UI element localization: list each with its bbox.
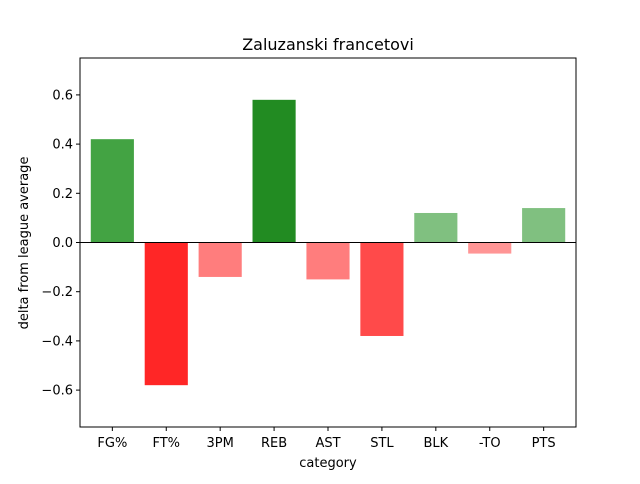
y-tick-label: −0.2 (41, 285, 73, 300)
x-tick-label: BLK (423, 436, 448, 451)
x-tick-label: FG% (97, 436, 127, 451)
x-tick-label: STL (370, 436, 394, 451)
bar-FT% (144, 242, 188, 386)
y-tick-label: 0.0 (52, 236, 73, 251)
x-axis-ticks: FG% FT% 3PM REB AST STL BLK -TO PTS (97, 427, 556, 451)
chart-title: Zaluzanski francetovi (242, 35, 414, 54)
y-tick-label: 0.6 (52, 88, 73, 103)
bar-BLK (414, 212, 458, 243)
bar-3PM (198, 242, 242, 277)
bars-layer (90, 99, 566, 386)
bar-REB (252, 99, 296, 243)
x-tick-label: 3PM (207, 436, 234, 451)
x-tick-label: PTS (532, 436, 556, 451)
y-axis-ticks: −0.6 −0.4 −0.2 0.0 0.2 0.4 0.6 (41, 88, 80, 399)
x-tick-label: -TO (479, 436, 501, 451)
x-tick-label: REB (261, 436, 287, 451)
bar-FG% (90, 139, 134, 243)
bar-STL (360, 242, 404, 336)
y-tick-label: 0.2 (52, 187, 73, 202)
bar-PTS (522, 208, 566, 243)
x-axis-label: category (299, 456, 357, 471)
y-tick-label: −0.6 (41, 384, 73, 399)
bar--TO (468, 242, 512, 254)
y-axis-label: delta from league average (17, 157, 32, 330)
x-tick-label: FT% (152, 436, 180, 451)
y-tick-label: 0.4 (52, 138, 73, 153)
bar-AST (306, 242, 350, 280)
x-tick-label: AST (315, 436, 340, 451)
y-tick-label: −0.4 (41, 334, 73, 349)
